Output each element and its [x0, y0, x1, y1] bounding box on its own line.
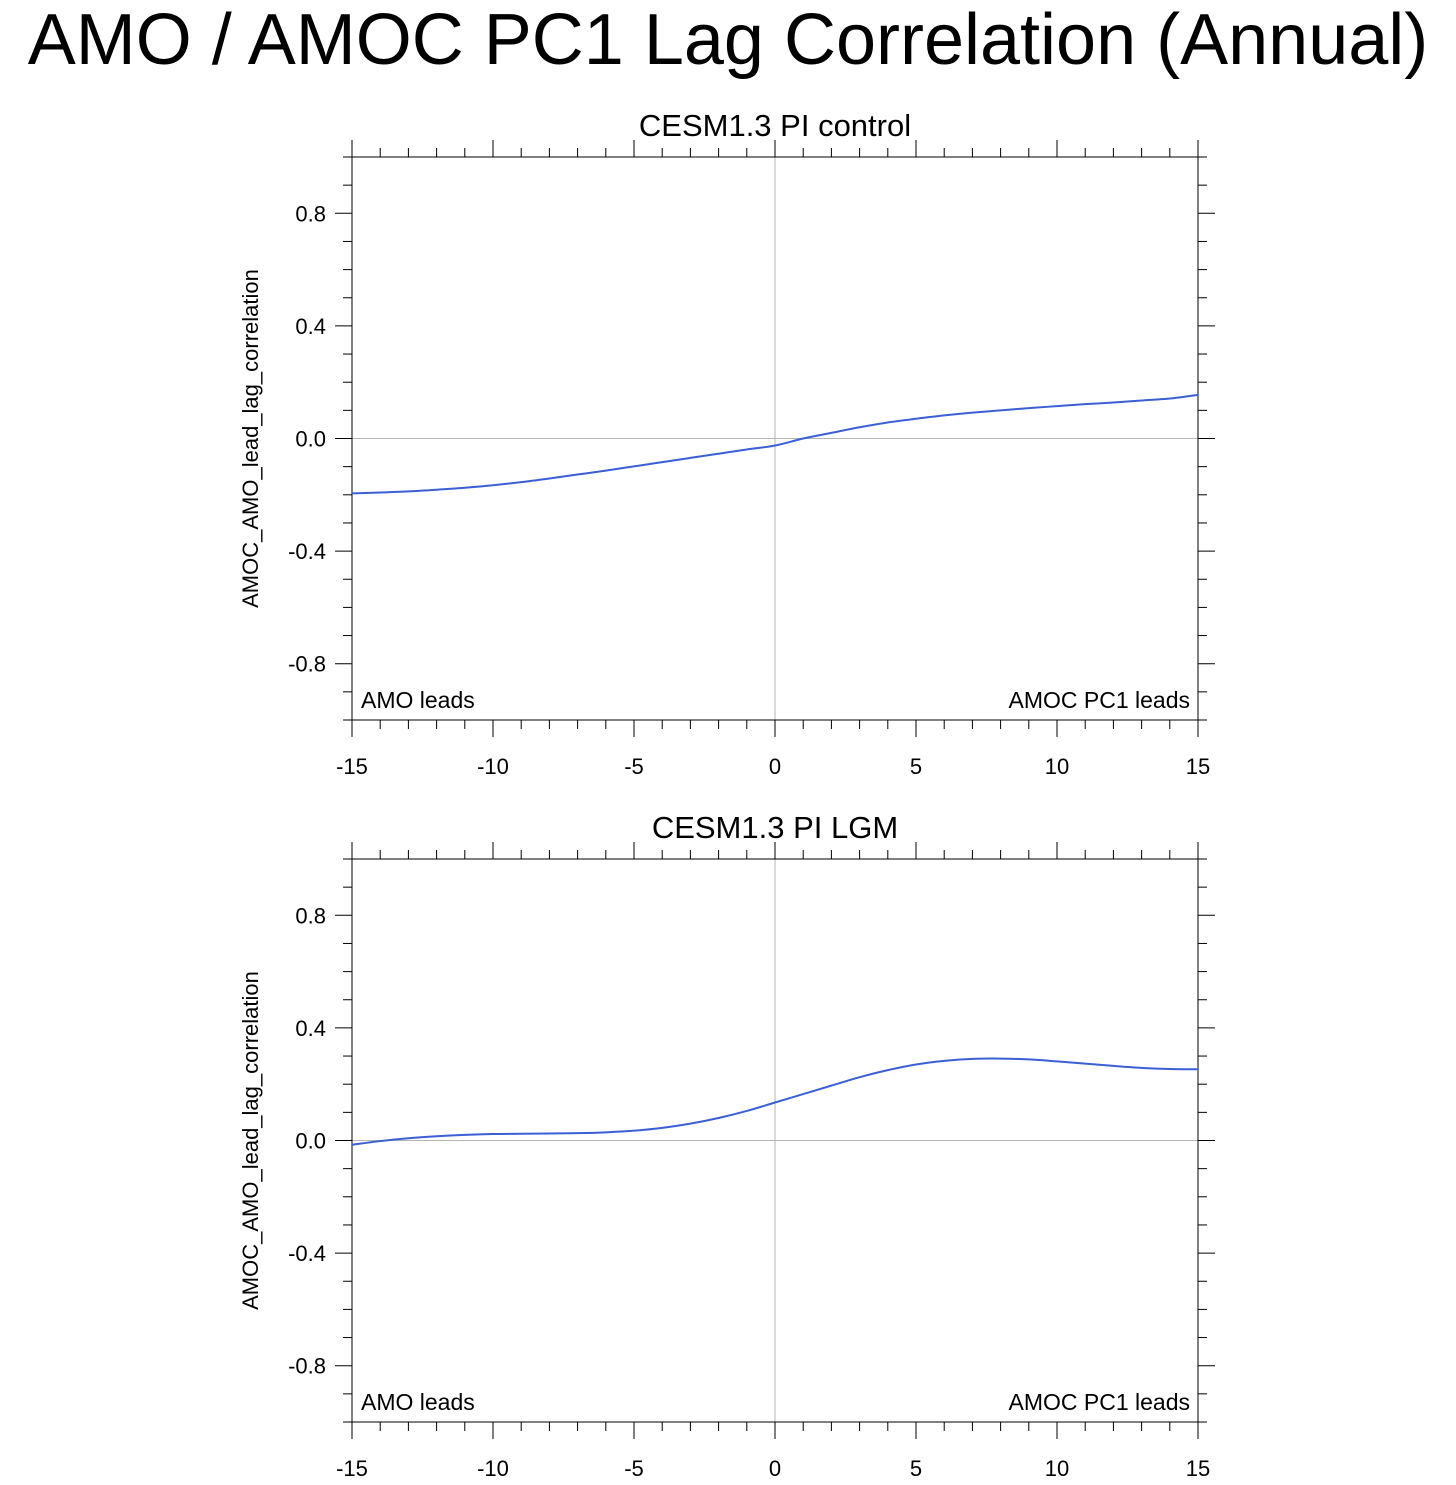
data-point	[1056, 405, 1058, 407]
data-point	[1000, 409, 1002, 411]
data-point	[492, 1133, 494, 1135]
x-tick-label: -10	[477, 754, 509, 779]
data-point	[774, 445, 776, 447]
y-tick-label: 0.4	[295, 1016, 326, 1041]
data-point	[1169, 1068, 1171, 1070]
x-tick-label: 10	[1045, 754, 1069, 779]
x-tick-label: 10	[1045, 1456, 1069, 1481]
data-point	[1000, 1058, 1002, 1060]
x-tick-label: 0	[769, 754, 781, 779]
data-point	[1112, 401, 1114, 403]
data-point	[943, 414, 945, 416]
data-point	[464, 1134, 466, 1136]
data-point	[1141, 1067, 1143, 1069]
data-point	[548, 1132, 550, 1134]
data-point	[746, 1110, 748, 1112]
data-point	[605, 470, 607, 472]
x-tick-label: 15	[1186, 754, 1210, 779]
data-point	[436, 1135, 438, 1137]
lag-correlation-line	[351, 1057, 1199, 1146]
data-point	[351, 492, 353, 494]
y-tick-label: 0.0	[295, 1129, 326, 1154]
amoc-pc1-leads-label: AMOC PC1 leads	[1008, 687, 1190, 713]
data-point	[718, 453, 720, 455]
y-tick-label: -0.4	[288, 1241, 326, 1266]
y-axis-label: AMOC_AMO_lead_lag_correlation	[238, 269, 263, 608]
data-point	[689, 457, 691, 459]
data-point	[633, 465, 635, 467]
data-point	[520, 481, 522, 483]
data-point	[887, 421, 889, 423]
x-tick-label: -5	[624, 754, 644, 779]
data-point	[802, 438, 804, 440]
data-point	[887, 1069, 889, 1071]
x-tick-label: -15	[336, 754, 368, 779]
data-point	[774, 1101, 776, 1103]
data-point	[971, 1058, 973, 1060]
data-point	[943, 1060, 945, 1062]
panel-pi-lgm: -15 -10 -5 0 5 10 15 -0.8 -0.4 0.0 0.4 0.8 AMOC_AMO_…	[238, 810, 1215, 1481]
data-point	[689, 1123, 691, 1125]
x-tick-label: -10	[477, 1456, 509, 1481]
x-tick-label: -5	[624, 1456, 644, 1481]
data-point	[379, 492, 381, 494]
y-tick-label: 0.8	[295, 903, 326, 928]
data-point	[379, 1140, 381, 1142]
x-tick-label: 5	[910, 1456, 922, 1481]
data-point	[915, 418, 917, 420]
data-point	[718, 1117, 720, 1119]
data-point	[407, 490, 409, 492]
data-point	[661, 461, 663, 463]
y-axis-label: AMOC_AMO_lead_lag_correlation	[238, 971, 263, 1310]
data-point	[1169, 398, 1171, 400]
amo-leads-label: AMO leads	[361, 1389, 475, 1415]
figure-title: AMO / AMOC PC1 Lag Correlation (Annual)	[27, 0, 1429, 80]
data-point	[633, 1130, 635, 1132]
data-point	[577, 1132, 579, 1134]
panel-title: CESM1.3 PI control	[639, 108, 911, 143]
panel-title: CESM1.3 PI LGM	[652, 810, 898, 845]
x-tick-label: -15	[336, 1456, 368, 1481]
data-point	[577, 474, 579, 476]
data-point	[1197, 1068, 1199, 1070]
amoc-pc1-leads-label: AMOC PC1 leads	[1008, 1389, 1190, 1415]
data-point	[351, 1144, 353, 1146]
data-point	[830, 1085, 832, 1087]
y-tick-label: 0.4	[295, 314, 326, 339]
data-point	[464, 487, 466, 489]
amo-leads-label: AMO leads	[361, 687, 475, 713]
data-point	[746, 448, 748, 450]
data-point	[1084, 1063, 1086, 1065]
data-point	[548, 477, 550, 479]
data-point	[436, 489, 438, 491]
data-point	[859, 1076, 861, 1078]
data-point	[1084, 403, 1086, 405]
y-tick-label: -0.8	[288, 1354, 326, 1379]
data-point	[859, 426, 861, 428]
y-tick-label: 0.8	[295, 201, 326, 226]
panel-pi-control: -15 -10 -5 0 5 10 15 -0.8 -0.4 0.0 0.4 0.8 AMOC_AMO_…	[238, 108, 1215, 779]
data-point	[605, 1131, 607, 1133]
y-tick-label: 0.0	[295, 427, 326, 452]
data-point	[802, 1093, 804, 1095]
x-tick-label: 5	[910, 754, 922, 779]
data-point	[830, 432, 832, 434]
data-point	[520, 1133, 522, 1135]
data-point	[1197, 394, 1199, 396]
data-point	[915, 1063, 917, 1065]
data-point	[492, 484, 494, 486]
data-point	[1112, 1065, 1114, 1067]
data-point	[971, 412, 973, 414]
x-tick-label: 15	[1186, 1456, 1210, 1481]
y-tick-label: -0.4	[288, 539, 326, 564]
data-point	[1028, 407, 1030, 409]
lag-correlation-line	[351, 393, 1199, 495]
data-point	[1056, 1060, 1058, 1062]
x-tick-label: 0	[769, 1456, 781, 1481]
y-tick-label: -0.8	[288, 652, 326, 677]
data-point	[407, 1137, 409, 1139]
data-point	[1028, 1058, 1030, 1060]
data-point	[1141, 399, 1143, 401]
data-point	[661, 1127, 663, 1129]
